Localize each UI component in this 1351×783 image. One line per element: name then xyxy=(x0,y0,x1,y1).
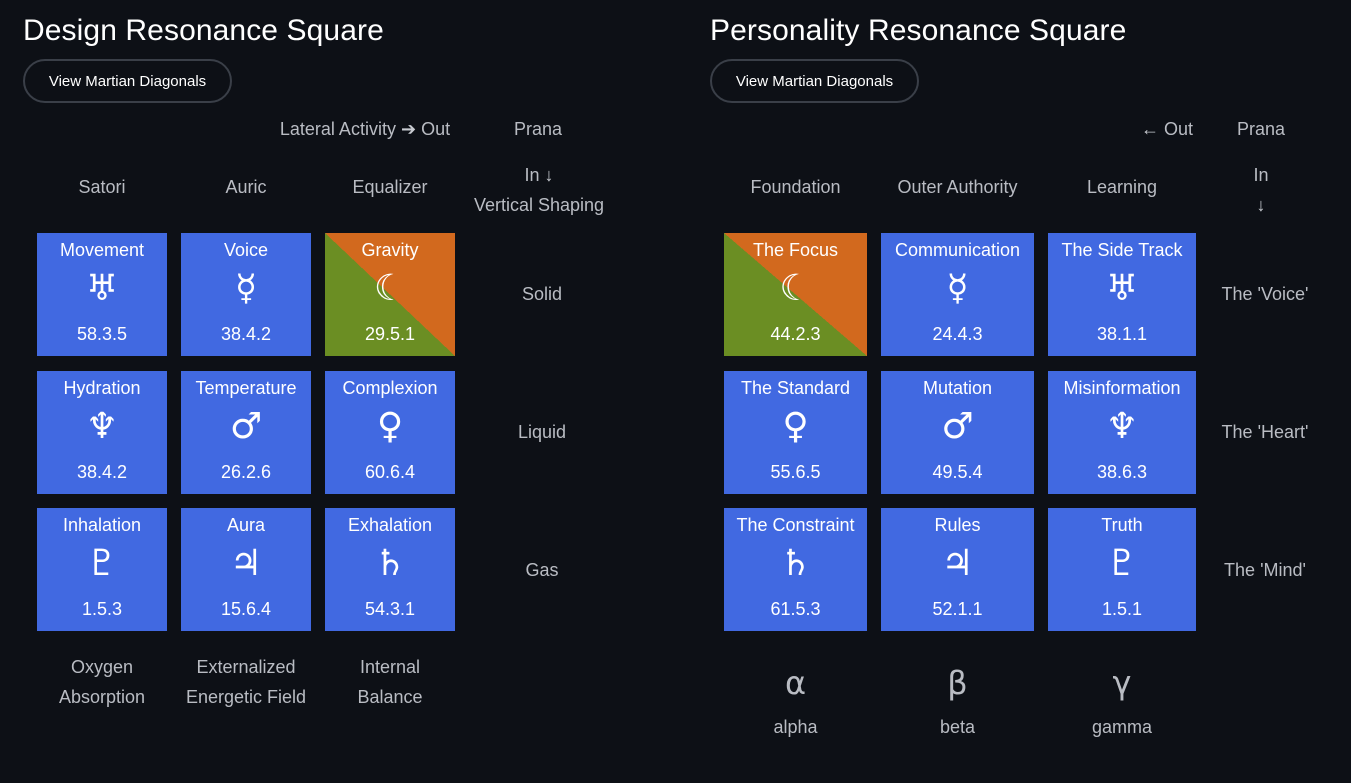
greek-alpha-symbol: α xyxy=(784,664,807,702)
neptune-icon: ♆ xyxy=(1105,406,1139,447)
mars-icon: ♂ xyxy=(941,406,974,447)
column-header-foundation: Foundation xyxy=(750,177,841,197)
row-label-heart: The 'Heart' xyxy=(1221,422,1309,442)
personality-view-martian-diagonals-button[interactable]: View Martian Diagonals xyxy=(710,59,919,103)
tile-gravity[interactable]: Gravity ☾ 29.5.1 xyxy=(325,233,455,356)
lateral-activity-out-label: Lateral Activity ➔ Out xyxy=(270,114,460,144)
tile-misinformation[interactable]: Misinformation ♆ 38.6.3 xyxy=(1048,371,1196,494)
column-header-equalizer: Equalizer xyxy=(352,177,428,197)
greek-beta-label: beta xyxy=(939,717,976,737)
in-label: In xyxy=(1253,165,1269,185)
greek-gamma-symbol: γ xyxy=(1112,664,1132,702)
footer-externalized-line2: Energetic Field xyxy=(185,687,307,707)
design-panel: Design Resonance Square View Martian Dia… xyxy=(23,14,616,707)
in-text: In xyxy=(524,165,540,185)
greek-beta-symbol: β xyxy=(947,664,968,702)
column-header-learning: Learning xyxy=(1086,177,1158,197)
venus-icon: ♀ xyxy=(782,406,809,447)
footer-internal-line1: Internal xyxy=(359,657,421,677)
tile-voice[interactable]: Voice ☿ 38.4.2 xyxy=(181,233,311,356)
arrow-down-icon: ↓ xyxy=(1256,195,1266,215)
pluto-icon: ♇ xyxy=(85,543,119,584)
row-label-liquid: Liquid xyxy=(517,422,567,442)
prana-label: Prana xyxy=(1236,119,1286,139)
footer-oxygen-line1: Oxygen xyxy=(70,657,134,677)
neptune-icon: ♆ xyxy=(85,406,119,447)
tile-complexion[interactable]: Complexion ♀ 60.6.4 xyxy=(325,371,455,494)
personality-title: Personality Resonance Square xyxy=(710,14,1127,47)
mars-icon: ♂ xyxy=(229,406,263,447)
column-header-satori: Satori xyxy=(78,177,126,197)
pluto-icon: ♇ xyxy=(1105,543,1139,584)
tile-truth[interactable]: Truth ♇ 1.5.1 xyxy=(1048,508,1196,631)
tile-aura[interactable]: Aura ♃ 15.6.4 xyxy=(181,508,311,631)
prana-label: Prana xyxy=(513,119,563,139)
row-label-voice: The 'Voice' xyxy=(1221,284,1309,304)
out-label: Out xyxy=(421,119,451,139)
personality-panel: Personality Resonance Square View Martia… xyxy=(690,0,1351,783)
tile-the-side-track[interactable]: The Side Track ♅ 38.1.1 xyxy=(1048,233,1196,356)
mercury-icon: ☿ xyxy=(234,268,258,309)
moon-icon: ☾ xyxy=(373,268,407,309)
row-label-mind: The 'Mind' xyxy=(1224,560,1306,580)
footer-oxygen-line2: Absorption xyxy=(58,687,146,707)
footer-externalized-line1: Externalized xyxy=(196,657,296,677)
tile-communication[interactable]: Communication ☿ 24.4.3 xyxy=(881,233,1034,356)
tile-the-constraint[interactable]: The Constraint ♄ 61.5.3 xyxy=(724,508,867,631)
out-left-label: ← Out xyxy=(1127,114,1207,144)
lateral-activity-label: Lateral Activity xyxy=(279,119,396,139)
row-label-gas: Gas xyxy=(525,560,559,580)
tile-hydration[interactable]: Hydration ♆ 38.4.2 xyxy=(37,371,167,494)
design-title: Design Resonance Square xyxy=(23,14,384,47)
tile-movement[interactable]: Movement ♅ 58.3.5 xyxy=(37,233,167,356)
vertical-shaping-label: Vertical Shaping xyxy=(473,195,605,215)
jupiter-icon: ♃ xyxy=(229,543,263,584)
design-view-martian-diagonals-button[interactable]: View Martian Diagonals xyxy=(23,59,232,103)
tile-the-standard[interactable]: The Standard ♀ 55.6.5 xyxy=(724,371,867,494)
arrow-left-icon: ← xyxy=(1140,119,1159,139)
column-header-auric: Auric xyxy=(225,177,267,197)
tile-the-focus[interactable]: The Focus ☾ 44.2.3 xyxy=(724,233,867,356)
arrow-down-icon: ↓ xyxy=(544,165,554,185)
venus-icon: ♀ xyxy=(376,406,404,447)
arrow-right-icon: ➔ xyxy=(400,119,417,139)
uranus-icon: ♅ xyxy=(85,268,119,309)
greek-alpha-label: alpha xyxy=(773,717,818,737)
tile-inhalation[interactable]: Inhalation ♇ 1.5.3 xyxy=(37,508,167,631)
column-header-outer-authority: Outer Authority xyxy=(897,177,1018,197)
mercury-icon: ☿ xyxy=(946,268,969,309)
saturn-icon: ♄ xyxy=(779,543,812,584)
jupiter-icon: ♃ xyxy=(941,543,974,584)
uranus-icon: ♅ xyxy=(1105,268,1139,309)
tile-exhalation[interactable]: Exhalation ♄ 54.3.1 xyxy=(325,508,455,631)
row-label-solid: Solid xyxy=(521,284,563,304)
tile-temperature[interactable]: Temperature ♂ 26.2.6 xyxy=(181,371,311,494)
saturn-icon: ♄ xyxy=(373,543,407,584)
greek-gamma-label: gamma xyxy=(1091,717,1153,737)
footer-internal-line2: Balance xyxy=(357,687,423,707)
tile-rules[interactable]: Rules ♃ 52.1.1 xyxy=(881,508,1034,631)
tile-mutation[interactable]: Mutation ♂ 49.5.4 xyxy=(881,371,1034,494)
moon-icon: ☾ xyxy=(779,268,812,309)
in-label: In ↓ xyxy=(462,160,616,190)
out-label: Out xyxy=(1164,119,1194,139)
